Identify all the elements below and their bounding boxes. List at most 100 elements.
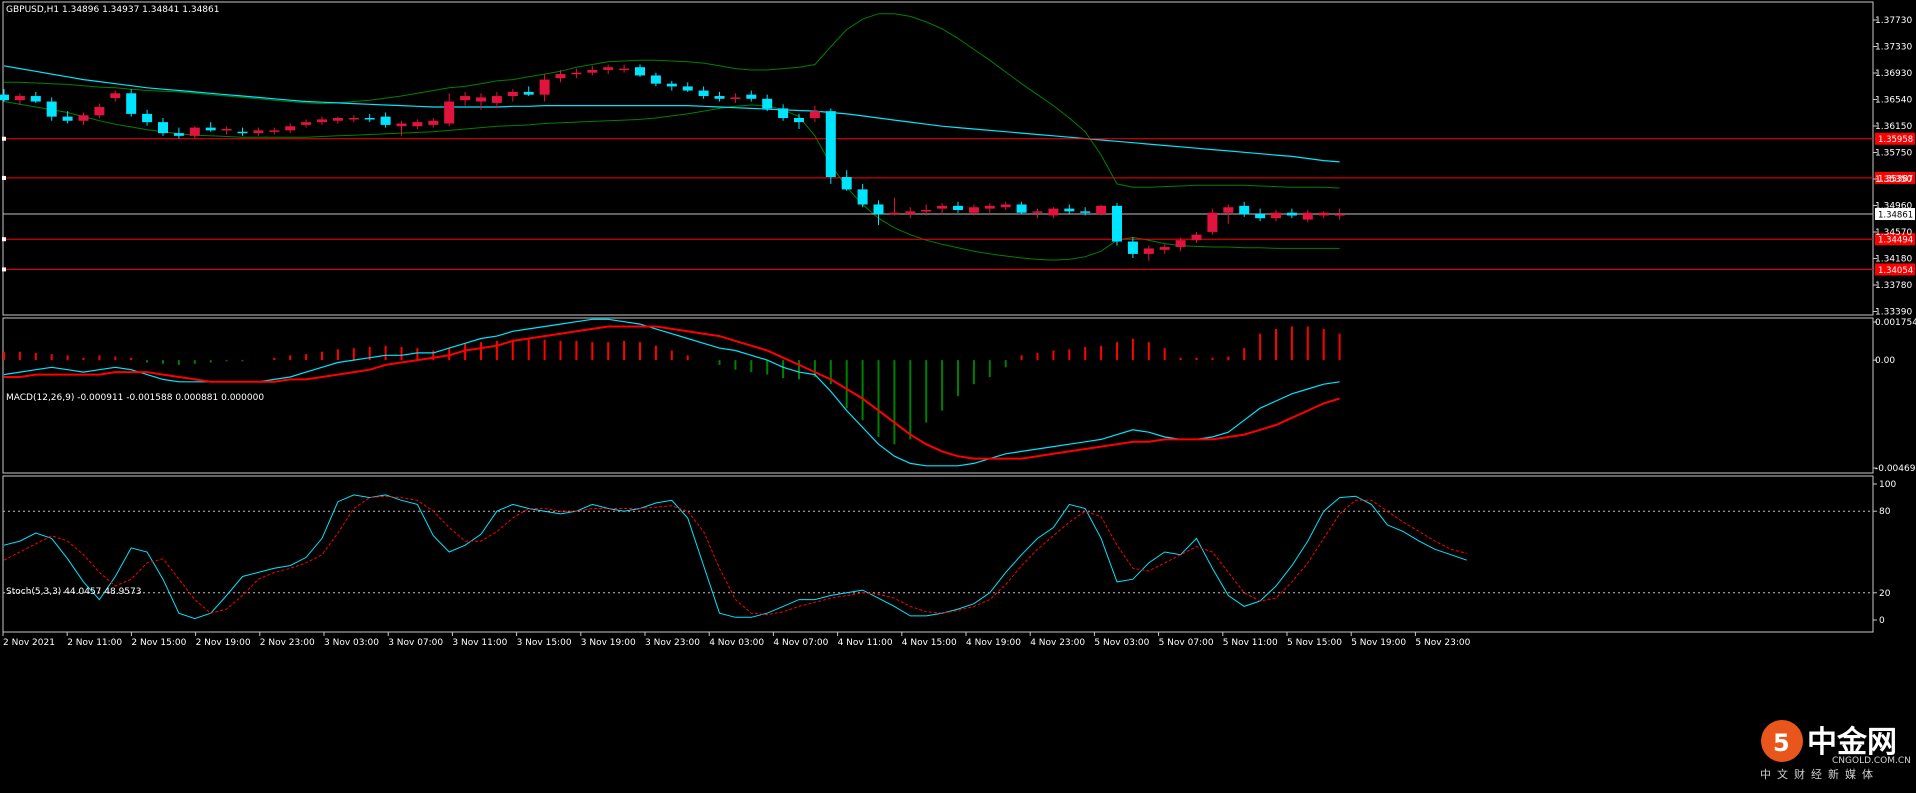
candle-body bbox=[253, 130, 264, 134]
time-axis-label: 3 Nov 23:00 bbox=[645, 638, 700, 648]
stoch-axis-label: 20 bbox=[1879, 589, 1891, 599]
time-axis-label: 3 Nov 19:00 bbox=[581, 638, 636, 648]
hline-price-label: 1.35958 bbox=[1878, 135, 1913, 145]
watermark-subtitle: 中文财经新媒体 bbox=[1760, 767, 1879, 781]
candle-body bbox=[841, 177, 852, 190]
candle-body bbox=[1159, 247, 1170, 250]
candle-body bbox=[714, 96, 725, 99]
candle-body bbox=[778, 108, 789, 119]
candle-body bbox=[698, 90, 709, 97]
candle-body bbox=[1255, 214, 1266, 219]
candle-body bbox=[476, 97, 486, 102]
candle-body bbox=[889, 212, 900, 215]
time-axis-label: 4 Nov 11:00 bbox=[838, 638, 893, 648]
time-axis-label: 2 Nov 23:00 bbox=[260, 638, 315, 648]
candle-body bbox=[635, 67, 645, 76]
hline-handle[interactable] bbox=[2, 136, 6, 141]
candle-body bbox=[539, 79, 550, 95]
macd-panel-frame bbox=[2, 317, 1874, 474]
price-axis-label: 1.36930 bbox=[1875, 69, 1912, 79]
candle-body bbox=[78, 115, 89, 121]
candle-body bbox=[237, 131, 248, 134]
candle-body bbox=[491, 96, 502, 103]
candle-body bbox=[444, 101, 455, 124]
stoch-axis-label: 100 bbox=[1879, 480, 1896, 490]
price-axis-label: 1.35350 bbox=[1875, 175, 1912, 185]
candle-body bbox=[1143, 248, 1154, 254]
candle-body bbox=[1271, 212, 1281, 219]
candle-body bbox=[730, 97, 741, 99]
time-axis-label: 4 Nov 19:00 bbox=[966, 638, 1021, 648]
hline-handle[interactable] bbox=[2, 175, 6, 180]
candle-body bbox=[555, 74, 566, 79]
candle-body bbox=[285, 126, 296, 131]
time-axis-label: 5 Nov 03:00 bbox=[1094, 638, 1149, 648]
macd-panel-title: MACD(12,26,9) -0.000911 -0.001588 0.0008… bbox=[6, 393, 264, 403]
candle-body bbox=[666, 83, 677, 87]
candle-body bbox=[650, 75, 661, 84]
candle-body bbox=[1286, 212, 1297, 216]
stoch-axis-label: 80 bbox=[1879, 507, 1891, 517]
candle-body bbox=[1207, 212, 1218, 232]
candle-body bbox=[905, 211, 916, 215]
candle-body bbox=[794, 118, 804, 123]
price-axis-label: 1.33390 bbox=[1875, 308, 1912, 318]
hline-price-tag bbox=[1875, 132, 1915, 145]
candle-body bbox=[587, 69, 598, 73]
candle-body bbox=[682, 86, 693, 91]
time-axis-label: 4 Nov 23:00 bbox=[1030, 638, 1085, 648]
candle-body bbox=[396, 123, 407, 127]
candle-body bbox=[603, 67, 614, 70]
candle-body bbox=[523, 91, 534, 95]
candle-body bbox=[825, 111, 836, 178]
candle-body bbox=[1239, 205, 1250, 215]
price-axis-label: 1.37730 bbox=[1875, 16, 1912, 26]
candle-body bbox=[110, 93, 121, 99]
hline-handle[interactable] bbox=[2, 267, 6, 272]
price-axis-label: 1.34570 bbox=[1875, 228, 1912, 238]
watermark-brand: 中金网 bbox=[1807, 725, 1897, 760]
candle-body bbox=[30, 96, 41, 102]
stoch-d-line bbox=[3, 495, 1467, 616]
candle-body bbox=[428, 120, 439, 125]
candle-body bbox=[126, 93, 137, 114]
candle-body bbox=[953, 205, 963, 210]
candle-body bbox=[1223, 207, 1234, 213]
candle-body bbox=[269, 130, 280, 132]
candle-body bbox=[937, 205, 948, 209]
macd-axis-label: 0.001754 bbox=[1875, 318, 1916, 328]
time-axis-label: 4 Nov 07:00 bbox=[773, 638, 828, 648]
price-axis-label: 1.36540 bbox=[1875, 96, 1912, 106]
time-axis-label: 3 Nov 03:00 bbox=[324, 638, 379, 648]
candle-body bbox=[380, 116, 391, 125]
price-axis-label: 1.34180 bbox=[1875, 255, 1912, 265]
time-axis-label: 2 Nov 15:00 bbox=[131, 638, 186, 648]
candle-body bbox=[1191, 234, 1202, 241]
hline-handle[interactable] bbox=[2, 237, 6, 242]
candle-body bbox=[1048, 208, 1059, 216]
candle-body bbox=[317, 119, 327, 123]
macd-axis-label: 0.00 bbox=[1875, 356, 1895, 366]
candle-body bbox=[619, 68, 630, 71]
candle-body bbox=[301, 122, 312, 125]
time-axis-label: 3 Nov 15:00 bbox=[517, 638, 572, 648]
candle-body bbox=[62, 116, 73, 121]
watermark-logo-mark: 5 bbox=[1773, 729, 1790, 757]
price-axis-label: 1.35750 bbox=[1875, 149, 1912, 159]
hline-price-tag bbox=[1875, 233, 1915, 246]
time-axis-label: 5 Nov 11:00 bbox=[1223, 638, 1278, 648]
price-panel-frame bbox=[2, 1, 1874, 316]
candle-body bbox=[968, 207, 979, 213]
candle-body bbox=[746, 94, 757, 99]
candle-body bbox=[14, 96, 25, 101]
price-axis-label: 1.33780 bbox=[1875, 281, 1912, 291]
candle-body bbox=[364, 118, 375, 120]
hline-price-label: 1.34054 bbox=[1878, 266, 1913, 276]
time-axis-label: 2 Nov 19:00 bbox=[196, 638, 251, 648]
hline-price-label: 1.35387 bbox=[1878, 174, 1913, 184]
candle-body bbox=[412, 122, 423, 127]
candle-body bbox=[873, 204, 884, 215]
candle-body bbox=[189, 127, 200, 136]
candle-body bbox=[1032, 211, 1043, 213]
candle-body bbox=[1064, 208, 1075, 212]
